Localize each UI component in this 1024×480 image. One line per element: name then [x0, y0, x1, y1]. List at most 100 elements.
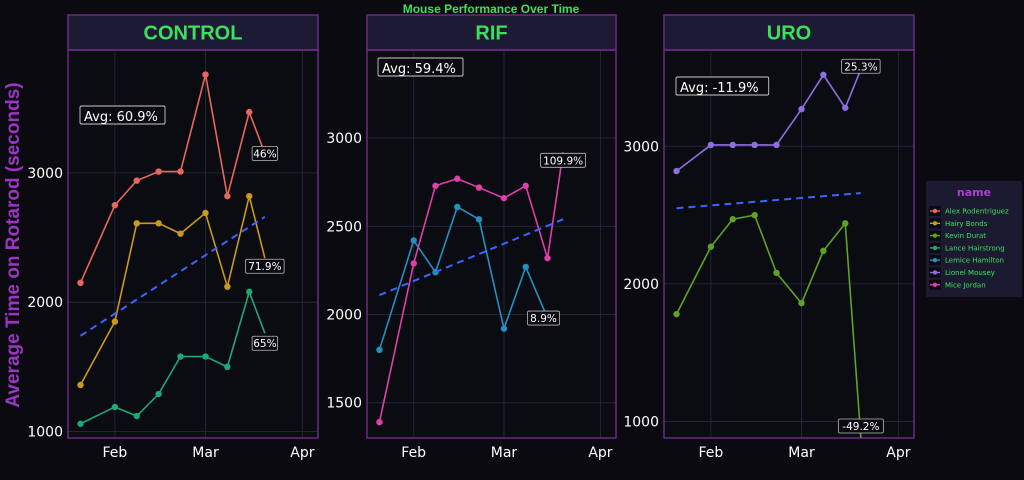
- y-axis-label: Average Time on Rotarod (seconds): [3, 82, 24, 407]
- series-end-label: 65%: [253, 338, 276, 350]
- data-point: [673, 167, 680, 175]
- series-end-label-box: [837, 418, 884, 434]
- legend-title: name: [957, 186, 991, 199]
- data-point: [475, 184, 483, 191]
- data-point: [751, 211, 758, 219]
- data-point: [177, 353, 184, 360]
- panel-control: CONTROL 1000 2000 3000 Feb Mar Apr 46% 71.9% 65% A…: [27, 14, 319, 461]
- data-point: [224, 363, 231, 371]
- x-tick-label: Apr: [290, 445, 314, 461]
- legend-label: Lemice Hamilton: [945, 257, 1004, 265]
- legend-item: Kevin Durat: [929, 230, 986, 241]
- panel-background: [367, 50, 616, 438]
- avg-annotation-box: [79, 105, 166, 125]
- panel-strip-label: RIF: [475, 23, 507, 45]
- legend-label: Lionel Mousey: [945, 269, 995, 277]
- data-point: [673, 310, 680, 318]
- data-point: [432, 182, 439, 189]
- data-point: [820, 71, 827, 78]
- x-tick-label: Feb: [102, 445, 127, 461]
- series-end-label-box: [251, 335, 279, 351]
- panel-strip-label: URO: [767, 23, 811, 45]
- avg-annotation-box: [377, 57, 464, 77]
- data-point: [842, 104, 849, 111]
- avg-annotation: Avg: 60.9%: [84, 110, 158, 125]
- data-point: [246, 108, 253, 116]
- y-tick-label: 3000: [623, 139, 659, 155]
- series-lance-hairstrong: 65%: [77, 288, 279, 427]
- legend-key-point: [932, 258, 938, 263]
- panel-border: [663, 49, 915, 439]
- series-end-label: 71.9%: [248, 261, 281, 273]
- legend-item: Alex Rodentriguez: [929, 206, 1009, 216]
- data-point: [133, 220, 140, 227]
- data-point: [111, 202, 119, 209]
- series-alex-rodentriguez: 46%: [77, 71, 279, 286]
- series-lionel-mousey: 25.3%: [673, 58, 881, 175]
- data-point: [707, 243, 715, 250]
- data-point: [202, 209, 209, 217]
- data-point: [376, 346, 383, 354]
- legend-item: Hairy Bonds: [929, 218, 988, 229]
- data-point: [111, 318, 119, 325]
- data-point: [77, 381, 84, 389]
- data-point: [454, 203, 461, 211]
- data-point: [751, 141, 758, 149]
- x-tick-label: Apr: [886, 445, 910, 461]
- legend-key-point: [932, 208, 938, 214]
- data-point: [475, 216, 483, 223]
- legend-key-point: [932, 270, 938, 275]
- y-tick-label: 2500: [326, 219, 362, 235]
- y-tick-label: 1000: [27, 425, 63, 441]
- legend-key-point: [932, 282, 938, 287]
- data-point: [133, 177, 140, 184]
- legend-label: Hairy Bonds: [945, 220, 988, 228]
- data-point: [798, 105, 805, 113]
- legend-item: Lance Hairstrong: [929, 242, 1005, 253]
- series-end-label: -49.2%: [842, 421, 879, 433]
- avg-annotation-box: [675, 76, 770, 96]
- legend-background: [926, 181, 1022, 298]
- panel-uro: URO 1000 2000 3000 Feb Mar Apr 25.3% -49.2% Avg: …: [623, 14, 915, 461]
- series-end-label-box: [251, 146, 279, 161]
- x-tick-label: Mar: [788, 445, 815, 461]
- data-point: [246, 288, 253, 296]
- panel-strip: [366, 14, 617, 51]
- data-point: [798, 299, 805, 307]
- legend-item: Lionel Mousey: [929, 267, 995, 278]
- trend-line: [379, 218, 564, 297]
- avg-annotation: Avg: 59.4%: [382, 62, 456, 77]
- legend: name Alex Rodentriguez Hairy Bonds Kevin Du…: [926, 181, 1022, 298]
- panel-border: [366, 49, 617, 439]
- data-point: [155, 168, 162, 175]
- data-point: [729, 216, 736, 223]
- data-point: [729, 141, 736, 149]
- legend-label: Alex Rodentriguez: [945, 208, 1009, 216]
- panel-rif: RIF 1500 2000 2500 3000 Feb Mar Apr 8.9% 109.9% Av…: [326, 14, 617, 461]
- data-point: [522, 182, 529, 189]
- series-kevin-durat: -49.2%: [673, 211, 884, 439]
- data-point: [77, 279, 84, 286]
- series-end-label: 25.3%: [844, 61, 877, 73]
- data-point: [820, 247, 827, 255]
- chart-title: Mouse Performance Over Time: [403, 2, 580, 16]
- panel-strip: [663, 14, 915, 51]
- series-end-label-box: [527, 310, 560, 326]
- data-point: [376, 418, 383, 426]
- data-point: [410, 237, 417, 244]
- x-tick-label: Mar: [491, 445, 518, 461]
- y-tick-label: 2000: [326, 308, 362, 324]
- y-tick-label: 2000: [27, 295, 63, 311]
- y-tick-label: 1000: [623, 414, 659, 430]
- x-tick-label: Feb: [401, 445, 426, 461]
- data-point: [133, 412, 140, 420]
- data-point: [544, 254, 551, 262]
- y-tick-label: 3000: [326, 131, 362, 147]
- y-tick-label: 3000: [27, 166, 63, 182]
- series-lemice-hamilton: 8.9%: [376, 203, 560, 354]
- data-point: [77, 420, 84, 427]
- data-point: [177, 230, 184, 237]
- series-end-label: 109.9%: [543, 155, 583, 167]
- panel-border: [67, 49, 319, 439]
- data-point: [842, 220, 849, 227]
